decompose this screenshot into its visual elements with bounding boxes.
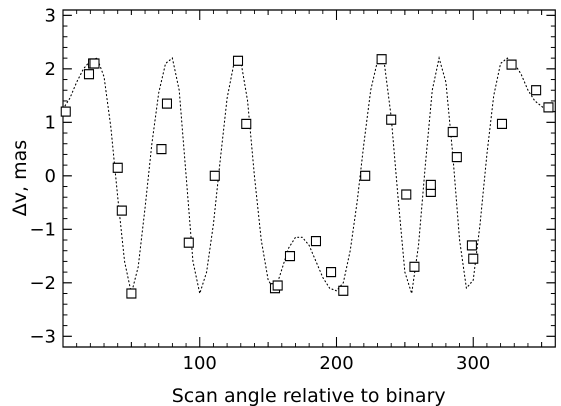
y-tick-label: −1 — [29, 219, 56, 240]
data-point — [543, 102, 554, 113]
x-tick-label: 200 — [319, 353, 353, 374]
y-tick-label: 2 — [45, 59, 56, 80]
data-point — [326, 267, 337, 278]
data-point — [209, 170, 220, 181]
y-tick-label: −2 — [29, 273, 56, 294]
data-point — [506, 59, 517, 70]
data-point — [338, 285, 349, 296]
axis-ticks — [63, 10, 556, 347]
x-axis-title: Scan angle relative to binary — [172, 385, 446, 406]
data-point — [496, 118, 508, 130]
data-point — [409, 261, 420, 272]
data-point — [112, 162, 123, 173]
data-point — [126, 288, 137, 299]
data-point — [183, 237, 194, 248]
data-point — [116, 205, 127, 216]
model-curve — [62, 55, 556, 296]
data-point — [425, 179, 436, 190]
data-point — [451, 152, 462, 163]
data-point — [447, 126, 458, 138]
data-point — [401, 189, 412, 200]
data-point — [60, 106, 71, 117]
data-point — [161, 98, 172, 109]
data-point — [232, 55, 244, 66]
data-points — [60, 54, 554, 299]
y-tick-label: 1 — [45, 112, 56, 133]
data-point — [89, 58, 100, 69]
y-tick-label: 3 — [45, 5, 56, 26]
data-point — [466, 240, 477, 251]
y-axis-title: Δv, mas — [9, 140, 31, 216]
plot-frame — [62, 9, 556, 348]
y-tick-label: −3 — [29, 326, 56, 347]
data-point — [284, 251, 296, 262]
data-point — [241, 118, 252, 130]
data-point — [386, 114, 397, 125]
data-point — [376, 54, 387, 65]
data-point — [83, 69, 95, 80]
data-point — [156, 144, 167, 155]
plot-group — [60, 9, 556, 348]
data-point — [468, 253, 479, 264]
data-point — [310, 236, 322, 247]
data-point — [531, 85, 542, 96]
y-tick-label: 0 — [45, 166, 56, 187]
tick-labels: 100 200 300 −3 −2 −1 0 1 2 3 — [29, 5, 490, 374]
data-point — [360, 170, 371, 181]
x-tick-label: 300 — [456, 353, 490, 374]
data-point — [272, 280, 283, 291]
x-tick-label: 100 — [183, 353, 217, 374]
